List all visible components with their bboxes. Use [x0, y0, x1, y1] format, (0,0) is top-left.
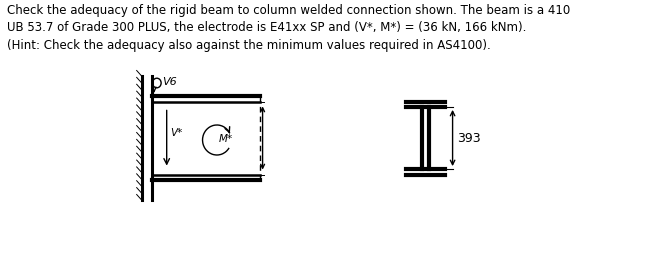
Text: V6: V6 — [162, 77, 177, 87]
Text: V*: V* — [170, 128, 183, 138]
Text: M*: M* — [218, 134, 233, 144]
Text: Check the adequacy of the rigid beam to column welded connection shown. The beam: Check the adequacy of the rigid beam to … — [7, 4, 570, 52]
Text: 393: 393 — [457, 132, 481, 144]
